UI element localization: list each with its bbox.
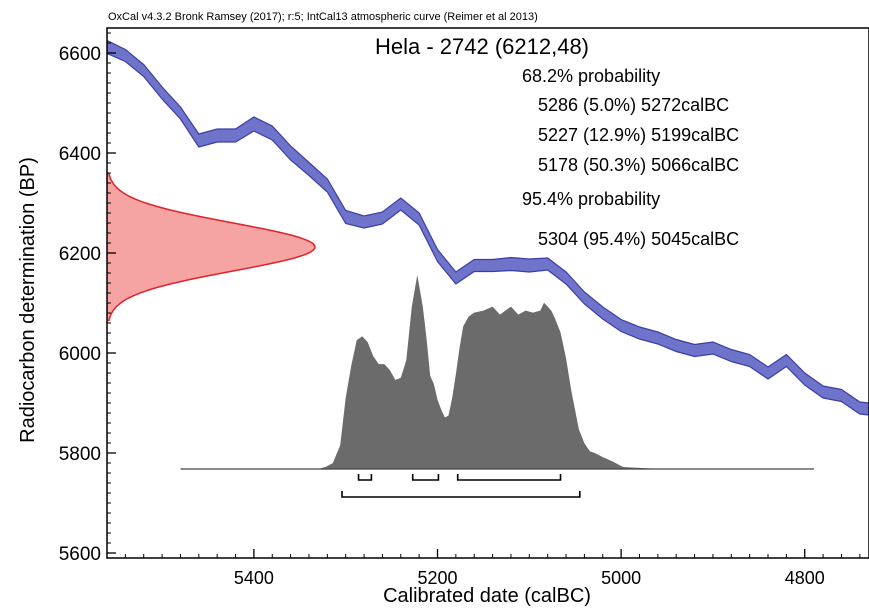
calibrated-distribution-layer: [180, 275, 814, 470]
prob-line-3: 5227 (12.9%) 5199calBC: [538, 125, 739, 145]
calibration-curve-upper: [106, 39, 869, 404]
y-tick-label: 6400: [59, 144, 101, 165]
calibration-curve-layer: [106, 39, 869, 416]
radiocarbon-distribution-line: [107, 173, 316, 322]
prob-line-1: 68.2% probability: [522, 66, 660, 86]
prob-line-2: 5286 (5.0%) 5272calBC: [538, 95, 729, 115]
x-tick-label: 5000: [601, 568, 641, 588]
range-bracket-68-2-0: [357, 474, 373, 481]
y-tick-label: 5800: [59, 444, 101, 465]
axes-layer: 5400 5200 5000 4800 5600 5800 6000 6200 6400 6600: [59, 32, 861, 588]
x-tick-label: 5400: [234, 568, 274, 588]
y-tick-label: 6000: [59, 344, 101, 365]
chart-title: Hela - 2742 (6212,48): [375, 34, 589, 59]
y-axis-label: Radiocarbon determination (BP): [17, 157, 39, 443]
calibration-curve-lower: [106, 52, 869, 416]
y-tick-label: 5600: [59, 544, 101, 565]
chart-header: OxCal v4.3.2 Bronk Ramsey (2017); r:5; I…: [108, 11, 538, 23]
range-bracket-68-2-2: [456, 474, 562, 481]
range-bracket-95-4-3: [341, 491, 581, 498]
y-tick-label: 6200: [59, 244, 101, 265]
x-tick-label: 5200: [417, 568, 457, 588]
radiocarbon-distribution-layer: [107, 173, 316, 322]
y-tick-label: 6600: [59, 44, 101, 65]
range-brackets-layer: [341, 474, 581, 498]
range-bracket-68-2-1: [411, 474, 440, 481]
plot-frame: [106, 27, 869, 559]
x-axis-label: Calibrated date (calBC): [383, 585, 591, 607]
radiocarbon-distribution-fill: [107, 173, 315, 322]
x-tick-label: 4800: [785, 568, 825, 588]
prob-line-4: 5178 (50.3%) 5066calBC: [538, 155, 739, 175]
prob-line-6: 5304 (95.4%) 5045calBC: [538, 229, 739, 249]
prob-line-5: 95.4% probability: [522, 189, 660, 209]
calibrated-distribution-fill: [180, 275, 814, 469]
